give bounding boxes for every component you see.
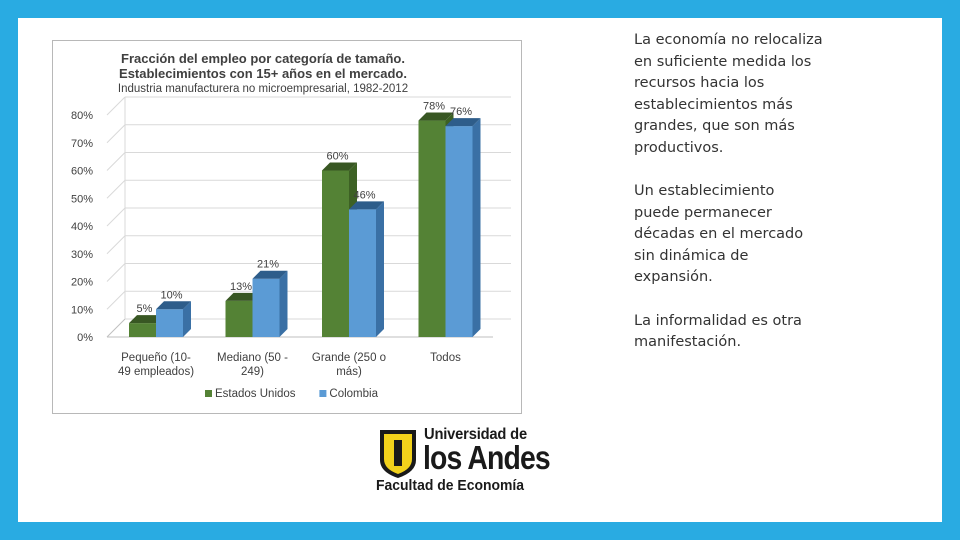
- y-tick-label: 70%: [71, 138, 93, 150]
- chart-subtitle: Establecimientos con 15+ años en el merc…: [119, 66, 407, 81]
- y-tick-label: 50%: [71, 193, 93, 205]
- gridline-side: [106, 124, 126, 144]
- bar: [156, 309, 183, 337]
- x-tick-label: Todos: [430, 352, 461, 364]
- y-tick-label: 0%: [77, 332, 93, 344]
- bar: [445, 126, 473, 337]
- gridline-side: [106, 290, 126, 310]
- bar: [322, 170, 349, 337]
- x-tick-label: Grande (250 o: [312, 352, 386, 364]
- data-label: 46%: [353, 189, 375, 201]
- bar-top: [445, 118, 481, 127]
- bar: [225, 300, 253, 337]
- bar-side: [376, 201, 384, 337]
- note-3: La informalidad es otra manifestación.: [634, 312, 802, 351]
- bar-top: [156, 301, 191, 310]
- bar-top: [252, 270, 288, 279]
- bar-top: [349, 201, 384, 210]
- gridline-side: [106, 96, 126, 116]
- data-label: 76%: [450, 106, 472, 118]
- gridline-side: [106, 179, 126, 199]
- note-2: Un establecimiento puede permanecer déca…: [634, 183, 804, 285]
- note-1: La economía no relocaliza en suficiente …: [634, 32, 823, 156]
- gridline-side: [106, 152, 126, 171]
- y-tick-label: 20%: [71, 277, 93, 289]
- x-tick-label: 249): [241, 366, 264, 378]
- legend-swatch: [205, 390, 212, 397]
- bar-top: [225, 292, 261, 301]
- data-label: 10%: [160, 289, 182, 301]
- data-label: 78%: [423, 101, 445, 113]
- notes-panel: La economía no relocaliza en suficiente …: [634, 30, 824, 376]
- data-label: 5%: [137, 303, 153, 315]
- university-logo: Universidad de los Andes Facultad de Eco…: [376, 424, 551, 496]
- data-label: 21%: [257, 259, 279, 271]
- bar: [129, 323, 156, 337]
- bar-side: [279, 270, 288, 337]
- bar-side: [472, 118, 481, 337]
- bar-top: [322, 162, 357, 171]
- y-tick-label: 10%: [71, 304, 93, 316]
- y-tick-label: 40%: [71, 221, 93, 233]
- x-tick-label: Pequeño (10-: [121, 352, 191, 364]
- chart-svg: Fracción del empleo por categoría de tam…: [71, 51, 511, 400]
- x-tick-label: más): [336, 366, 362, 378]
- shield-icon: [380, 430, 416, 478]
- gridline-side: [106, 263, 126, 282]
- y-tick-label: 30%: [71, 249, 93, 261]
- bar-side: [183, 301, 191, 337]
- legend-entry: Estados Unidos: [215, 388, 296, 400]
- chart-caption: Industria manufacturera no microempresar…: [118, 83, 408, 95]
- y-tick-label: 60%: [71, 166, 93, 178]
- data-label: 60%: [326, 151, 348, 163]
- legend-swatch: [319, 390, 327, 397]
- bar-top: [418, 112, 454, 121]
- x-tick-label: Mediano (50 -: [217, 352, 288, 364]
- bar: [252, 278, 280, 337]
- legend-entry: Colombia: [329, 388, 378, 400]
- logo-line-1: Universidad de: [424, 426, 527, 443]
- bar-top: [129, 315, 164, 324]
- slide: Fracción del empleo por categoría de tam…: [18, 18, 942, 522]
- logo-line-2: los Andes: [423, 439, 551, 476]
- x-tick-label: 49 empleados): [118, 366, 194, 378]
- y-tick-label: 80%: [71, 110, 93, 122]
- chart: Fracción del empleo por categoría de tam…: [52, 40, 522, 414]
- data-label: 13%: [230, 281, 252, 293]
- gridline-side: [106, 207, 126, 227]
- chart-title: Fracción del empleo por categoría de tam…: [121, 51, 405, 66]
- bar: [418, 120, 446, 337]
- bar: [349, 209, 376, 337]
- floor-edge: [106, 318, 126, 338]
- gridline-side: [106, 235, 126, 255]
- logo-line-3: Facultad de Economía: [376, 477, 525, 494]
